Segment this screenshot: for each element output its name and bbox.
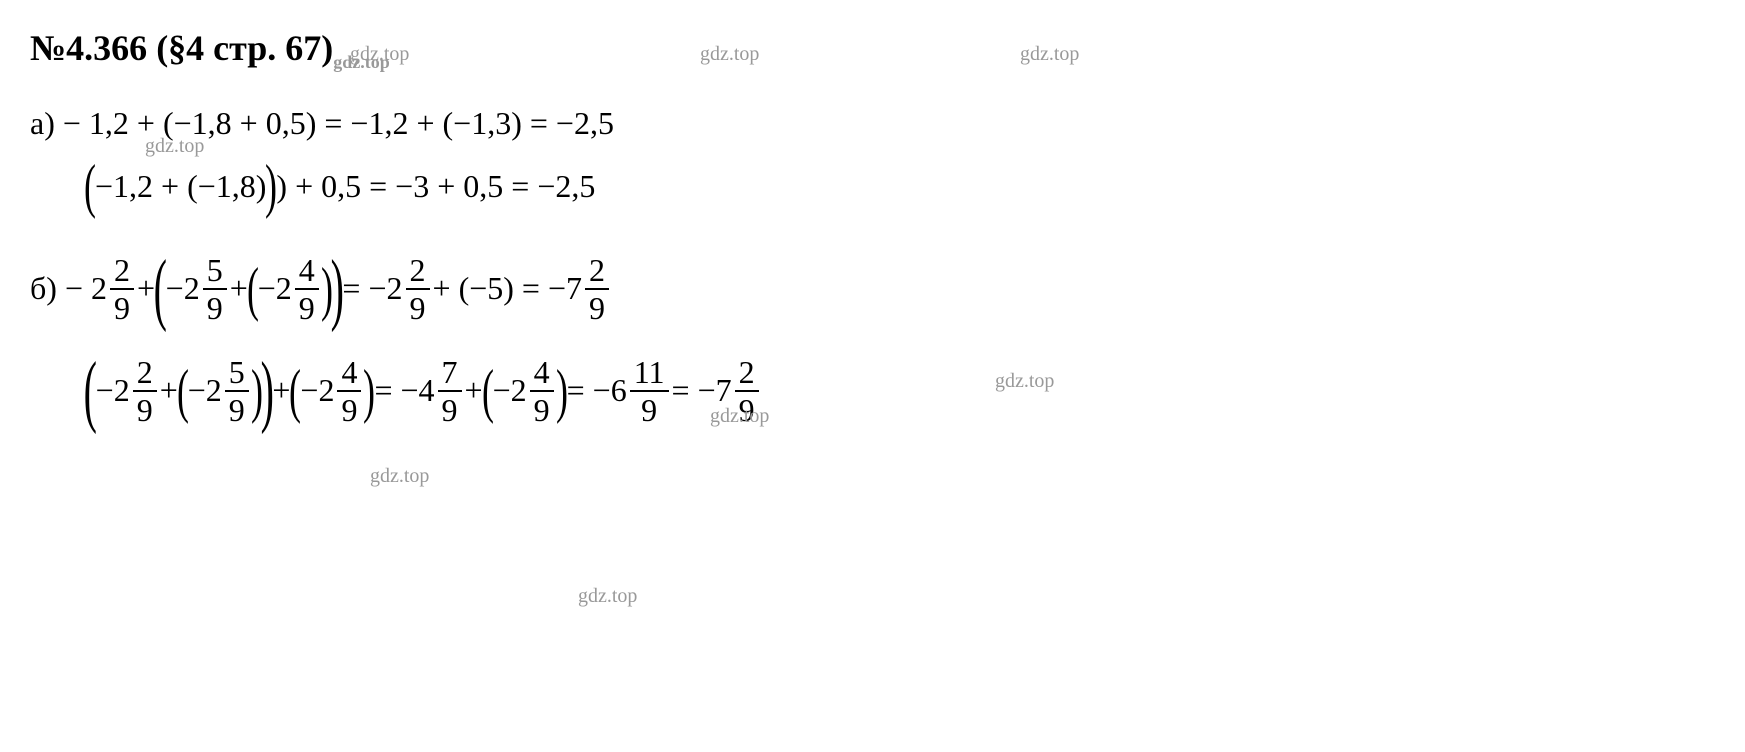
content-wrapper: №4.366 (§4 стр. 67) gdz.top а) − 1,2 + (−… bbox=[30, 20, 1715, 426]
b2-t8: −2 bbox=[493, 365, 527, 416]
paren-close: ) bbox=[260, 363, 273, 419]
paren-open: ( bbox=[482, 367, 494, 415]
b2-t1: −2 bbox=[96, 365, 130, 416]
paren-open: ( bbox=[84, 363, 97, 419]
watermark-text: gdz.top bbox=[995, 365, 1054, 397]
paren-open: ( bbox=[247, 265, 259, 313]
watermark-text: gdz.top bbox=[710, 400, 769, 432]
watermark-text: gdz.top bbox=[700, 38, 759, 70]
b1-t4: + bbox=[230, 263, 248, 314]
watermark-text: gdz.top bbox=[1020, 38, 1079, 70]
b1-frac1: 2 9 bbox=[110, 254, 134, 324]
paren-open: ( bbox=[154, 261, 167, 317]
paren-close: ) bbox=[363, 367, 375, 415]
b2-t3: −2 bbox=[188, 365, 222, 416]
problem-b-line1: б) − 2 2 9 + ( −2 5 9 + ( −2 4 9 ) ) bbox=[30, 254, 1715, 324]
paren-close: ) bbox=[265, 162, 277, 210]
problem-a-line1: а) − 1,2 + (−1,8 + 0,5) = −1,2 + (−1,3) … bbox=[30, 98, 1715, 149]
b2-frac1: 2 9 bbox=[133, 356, 157, 426]
watermark-text: gdz.top bbox=[145, 130, 204, 162]
title-number: №4.366 bbox=[30, 28, 147, 68]
expr-b1: − 2 2 9 + ( −2 5 9 + ( −2 4 9 ) ) = −2 bbox=[65, 254, 612, 324]
b2-frac6: 11 9 bbox=[630, 356, 669, 426]
label-b: б) bbox=[30, 263, 57, 314]
b1-t2: + bbox=[137, 263, 155, 314]
b2-frac4: 7 9 bbox=[438, 356, 462, 426]
b2-frac3: 4 9 bbox=[337, 356, 361, 426]
expr-a2-inner: −1,2 + (−1,8) bbox=[95, 161, 266, 212]
watermark-text: gdz.top bbox=[350, 38, 409, 70]
b1-frac5: 2 9 bbox=[585, 254, 609, 324]
b2-t7: + bbox=[465, 365, 483, 416]
b2-t5: −2 bbox=[300, 365, 334, 416]
b2-t2: + bbox=[160, 365, 178, 416]
b1-t3: −2 bbox=[166, 263, 200, 314]
b2-frac5: 4 9 bbox=[530, 356, 554, 426]
b2-frac2: 5 9 bbox=[225, 356, 249, 426]
paren-open: ( bbox=[84, 162, 96, 210]
b1-frac3: 4 9 bbox=[295, 254, 319, 324]
b2-t4: + bbox=[272, 365, 290, 416]
problem-b-line2: ( −2 2 9 + ( −2 5 9 ) ) + ( −2 4 9 ) = bbox=[85, 356, 1715, 426]
b1-frac4: 2 9 bbox=[406, 254, 430, 324]
watermark-text: gdz.top bbox=[370, 460, 429, 492]
b1-t6: = −2 bbox=[342, 263, 402, 314]
paren-open: ( bbox=[177, 367, 189, 415]
expr-a2-suffix: ) + 0,5 = −3 + 0,5 = −2,5 bbox=[276, 161, 595, 212]
problem-a-line2: ( −1,2 + (−1,8) ) ) + 0,5 = −3 + 0,5 = −… bbox=[85, 161, 1715, 212]
b1-t1: − 2 bbox=[65, 263, 107, 314]
expr-b2: ( −2 2 9 + ( −2 5 9 ) ) + ( −2 4 9 ) = bbox=[85, 356, 762, 426]
title-section: (§4 стр. 67) bbox=[156, 28, 333, 68]
label-a: а) bbox=[30, 98, 55, 149]
b1-frac2: 5 9 bbox=[203, 254, 227, 324]
problem-title: №4.366 (§4 стр. 67) gdz.top bbox=[30, 20, 1715, 78]
b1-t5: −2 bbox=[258, 263, 292, 314]
watermark-text: gdz.top bbox=[578, 580, 637, 612]
b2-t6: = −4 bbox=[374, 365, 434, 416]
paren-close: ) bbox=[556, 367, 568, 415]
b2-t9: = −6 bbox=[567, 365, 627, 416]
paren-open: ( bbox=[289, 367, 301, 415]
paren-close: ) bbox=[330, 261, 343, 317]
b1-t7: + (−5) = −7 bbox=[433, 263, 583, 314]
